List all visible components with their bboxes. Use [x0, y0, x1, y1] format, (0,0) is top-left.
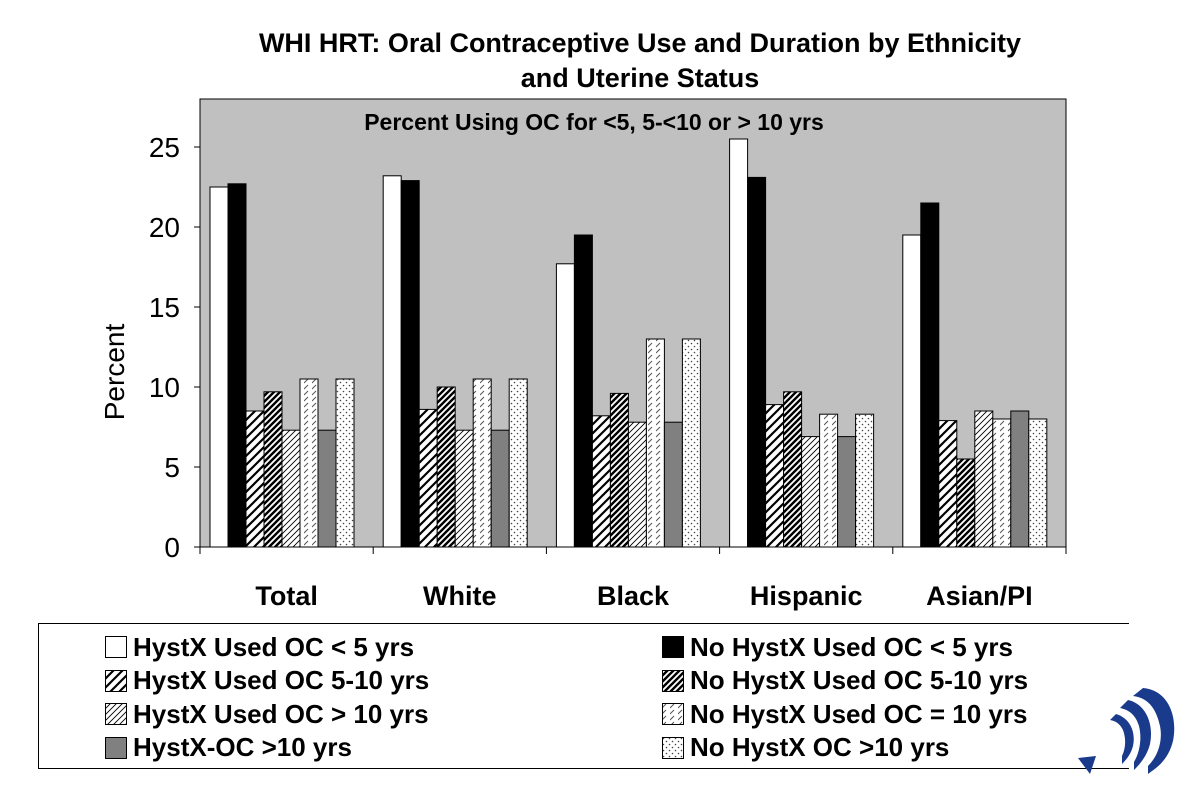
legend-label: No HystX Used OC 5-10 yrs — [690, 665, 1029, 695]
legend-swatch — [662, 669, 684, 692]
y-tick-label: 25 — [149, 132, 180, 163]
legend-item: HystX Used OC 5-10 yrs — [105, 665, 429, 697]
bar — [317, 429, 337, 548]
bar — [783, 391, 803, 548]
bar — [974, 410, 994, 548]
y-tick-label: 15 — [149, 292, 180, 323]
bar — [819, 413, 839, 548]
bar — [591, 415, 611, 548]
y-tick-label: 5 — [164, 452, 180, 483]
bar — [1028, 418, 1048, 548]
legend-label: No HystX OC >10 yrs — [690, 732, 950, 762]
bar — [436, 386, 456, 548]
bar — [801, 436, 821, 548]
legend-label: No HystX Used OC = 10 yrs — [690, 698, 1028, 729]
institution-logo-icon — [1078, 688, 1175, 774]
legend-label: HystX Used OC < 5 yrs — [133, 631, 415, 662]
bar — [508, 378, 528, 548]
bar — [418, 408, 438, 548]
y-tick-label: 0 — [164, 532, 180, 563]
chart-title-line-1: WHI HRT: Oral Contraceptive Use and Dura… — [258, 28, 1022, 58]
bar — [902, 234, 922, 548]
bar — [299, 378, 319, 548]
y-axis-label: Percent — [99, 324, 130, 421]
legend-label: HystX Used OC > 10 yrs — [133, 698, 429, 729]
bar — [663, 421, 683, 548]
x-tick-label: Black — [597, 581, 670, 611]
legend-swatch — [105, 703, 127, 725]
x-tick-label: Asian/PI — [926, 581, 1033, 611]
y-axis: 0 5 10 15 20 25 — [149, 132, 200, 563]
legend-swatch — [662, 703, 684, 725]
legend-item: HystX-OC >10 yrs — [105, 732, 352, 764]
bar — [209, 186, 229, 548]
bar — [382, 175, 402, 548]
bar — [747, 176, 767, 548]
x-tick-label: Hispanic — [750, 581, 863, 611]
bar — [855, 413, 875, 548]
chart-title: WHI HRT: Oral Contraceptive Use and Dura… — [170, 26, 1110, 96]
y-tick-label: 20 — [149, 212, 180, 243]
bar — [992, 418, 1012, 548]
chart-subtitle: Percent Using OC for <5, 5-<10 or > 10 y… — [364, 109, 824, 135]
bar — [920, 202, 940, 548]
bar — [245, 410, 265, 548]
bar — [729, 138, 749, 548]
x-axis: Total White Black Hispanic Asian/PI — [199, 547, 1067, 611]
legend-label: HystX Used OC 5-10 yrs — [133, 665, 430, 695]
bar — [454, 429, 474, 548]
legend-item: No HystX Used OC < 5 yrs — [662, 631, 1013, 663]
bar-chart: Percent Using OC for <5, 5-<10 or > 10 y… — [99, 98, 1067, 611]
bar — [555, 263, 575, 548]
bar — [227, 183, 247, 548]
bar — [490, 429, 510, 548]
bar — [627, 421, 647, 548]
y-tick-label: 10 — [149, 372, 180, 403]
legend: HystX Used OC < 5 yrs No HystX Used OC < … — [38, 623, 1129, 769]
bar — [681, 338, 701, 548]
x-tick-label: Total — [255, 581, 318, 611]
x-tick-label: White — [423, 581, 497, 611]
bar — [837, 436, 857, 548]
legend-item: No HystX OC >10 yrs — [662, 732, 949, 764]
bar — [956, 458, 976, 548]
legend-swatch — [662, 736, 684, 759]
bar — [609, 392, 629, 548]
bar — [281, 429, 301, 548]
bar — [938, 420, 958, 548]
bar — [1010, 410, 1030, 548]
legend-swatch — [105, 736, 127, 759]
legend-item: No HystX Used OC = 10 yrs — [662, 698, 1027, 730]
bar — [335, 378, 355, 548]
bar — [765, 404, 785, 548]
legend-swatch — [662, 636, 684, 658]
bar — [400, 180, 420, 548]
bar — [573, 234, 593, 548]
legend-swatch — [105, 636, 127, 658]
legend-item: No HystX Used OC 5-10 yrs — [662, 665, 1028, 697]
chart-title-line-2: and Uterine Status — [520, 63, 760, 93]
legend-swatch — [105, 669, 127, 692]
bar — [645, 338, 665, 548]
bar — [472, 378, 492, 548]
legend-label: No HystX Used OC < 5 yrs — [690, 631, 1013, 662]
bar — [263, 391, 283, 548]
legend-item: HystX Used OC < 5 yrs — [105, 631, 414, 663]
legend-label: HystX-OC >10 yrs — [133, 732, 352, 762]
bars — [209, 138, 1048, 548]
legend-item: HystX Used OC > 10 yrs — [105, 698, 429, 730]
